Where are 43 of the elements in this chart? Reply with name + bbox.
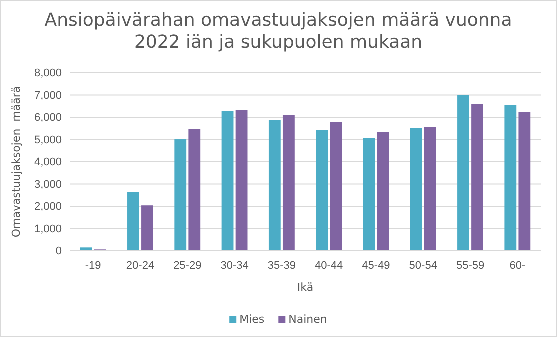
x-tick-label: 40-44 xyxy=(315,260,344,272)
x-tick-label: 50-54 xyxy=(409,260,438,272)
bar xyxy=(174,140,187,251)
x-axis-title: Ikä xyxy=(297,281,314,294)
bar xyxy=(142,206,154,251)
bar xyxy=(236,110,248,251)
bar xyxy=(518,112,531,251)
legend-label: Nainen xyxy=(288,313,328,326)
y-tick-label: 2,000 xyxy=(34,201,62,214)
bar xyxy=(268,120,281,251)
bar xyxy=(424,127,436,251)
bar xyxy=(316,130,328,251)
bar xyxy=(222,111,234,251)
y-axis-title: Omavastuujaksojen määrä xyxy=(10,86,23,238)
bar xyxy=(282,115,295,251)
x-tick-label: 45-49 xyxy=(362,260,390,272)
bar xyxy=(504,105,517,251)
bar xyxy=(128,192,140,251)
bar xyxy=(80,248,92,251)
y-tick-label: 6,000 xyxy=(34,112,62,124)
bar xyxy=(377,132,390,251)
bar xyxy=(410,128,422,251)
legend-label: Mies xyxy=(240,313,265,326)
y-tick-label: 8,000 xyxy=(34,68,62,80)
x-tick-label: 55-59 xyxy=(456,260,485,272)
x-tick-label: 60- xyxy=(510,260,526,272)
x-tick-label: 20-24 xyxy=(126,260,155,272)
x-tick-label: -19 xyxy=(85,260,102,272)
bar xyxy=(188,129,201,251)
bar xyxy=(363,138,376,251)
y-tick-label: 7,000 xyxy=(34,90,62,102)
y-tick-label: 3,000 xyxy=(34,178,62,191)
y-tick-label: 0 xyxy=(56,246,62,258)
y-tick-label: 4,000 xyxy=(34,156,62,169)
y-tick-label: 5,000 xyxy=(34,134,62,146)
x-tick-label: 35-39 xyxy=(268,260,296,272)
bar xyxy=(330,122,342,251)
bar xyxy=(472,104,484,251)
chart-title: Ansiopäivärahan omavastuujaksojen määrä vuonna 2022 iän ja sukupuolen mukaan xyxy=(44,10,512,53)
x-tick-label: 25-29 xyxy=(174,260,202,272)
y-tick-label: 1,000 xyxy=(34,223,62,236)
bar xyxy=(458,95,470,251)
x-tick-label: 30-34 xyxy=(220,260,249,272)
